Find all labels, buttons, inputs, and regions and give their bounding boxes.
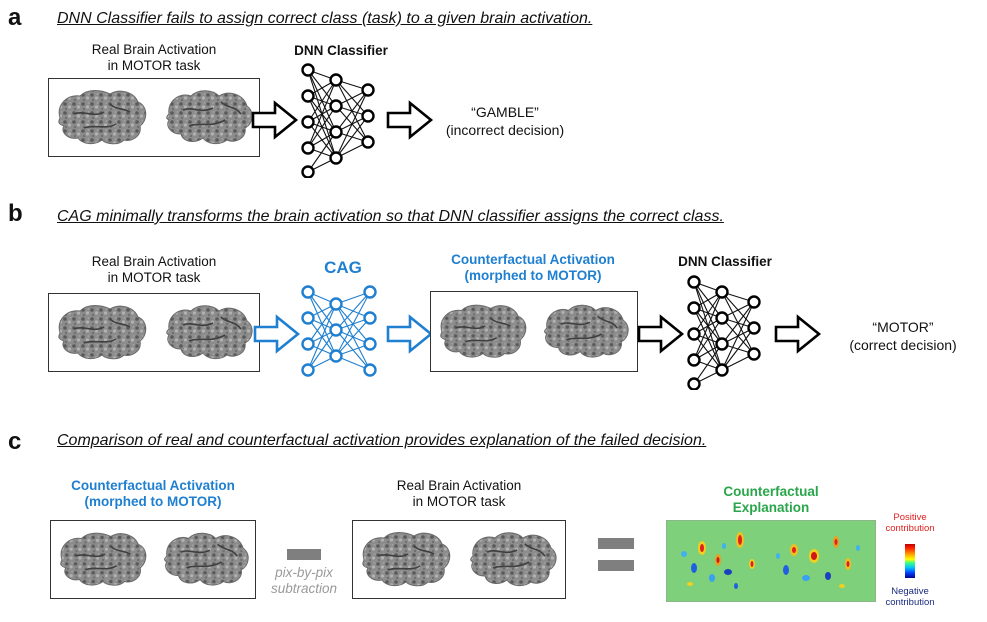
panel-b-output: “MOTOR” (correct decision) <box>849 319 957 353</box>
panel-c-counterfactual-box <box>50 520 256 599</box>
panel-c-letter: c <box>8 428 22 455</box>
counterfactual-explanation-map <box>666 520 876 602</box>
panel-c-real-label: Real Brain Activation in MOTOR task <box>396 478 522 509</box>
colorbar <box>905 544 915 578</box>
dnn-classifier-network-icon <box>680 272 772 390</box>
arrow-icon <box>385 314 435 354</box>
negative-contribution-label: Negative contribution <box>885 586 935 608</box>
cag-label: CAG <box>324 258 362 277</box>
arrow-icon <box>250 100 300 140</box>
arrow-icon <box>385 100 435 140</box>
panel-b-letter: b <box>8 200 23 227</box>
panel-b-counterfactual-label: Counterfactual Activation (morphed to MO… <box>451 252 615 283</box>
brain-image <box>54 84 150 150</box>
arrow-icon <box>636 314 686 354</box>
brain-image <box>465 526 561 592</box>
panel-c-counterfactual-label: Counterfactual Activation (morphed to MO… <box>71 478 235 509</box>
panel-a-input-box <box>48 78 260 157</box>
dnn-classifier-network-icon <box>294 60 386 178</box>
explanation-label: Counterfactual Explanation <box>723 484 819 515</box>
subtraction-label: pix-by-pix subtraction <box>270 565 338 596</box>
panel-b-input-box <box>48 293 260 372</box>
brain-image <box>358 526 454 592</box>
equals-sign-icon <box>598 538 634 572</box>
panel-a-input-label: Real Brain Activation in MOTOR task <box>91 42 217 73</box>
arrow-icon <box>773 314 823 354</box>
panel-a-headline: DNN Classifier fails to assign correct c… <box>57 10 593 27</box>
minus-sign-icon <box>287 549 321 560</box>
brain-image <box>161 84 257 150</box>
panel-c-headline: Comparison of real and counterfactual ac… <box>57 432 707 449</box>
arrow-icon <box>252 314 302 354</box>
brain-image <box>436 298 530 364</box>
panel-a-output: “GAMBLE” (incorrect decision) <box>445 104 565 138</box>
brain-image <box>56 526 150 592</box>
brain-image <box>161 299 257 365</box>
cag-network-icon <box>296 282 388 382</box>
panel-b-counterfactual-box <box>430 291 638 372</box>
brain-image <box>159 526 253 592</box>
panel-c-real-box <box>352 520 566 599</box>
positive-contribution-label: Positive contribution <box>885 512 935 534</box>
panel-b-classifier-label: DNN Classifier <box>678 254 772 269</box>
panel-a-classifier-label: DNN Classifier <box>294 43 388 58</box>
panel-b-input-label: Real Brain Activation in MOTOR task <box>91 254 217 285</box>
brain-image <box>539 298 633 364</box>
panel-a-letter: a <box>8 4 22 31</box>
panel-b-headline: CAG minimally transforms the brain activ… <box>57 208 724 225</box>
brain-image <box>54 299 150 365</box>
